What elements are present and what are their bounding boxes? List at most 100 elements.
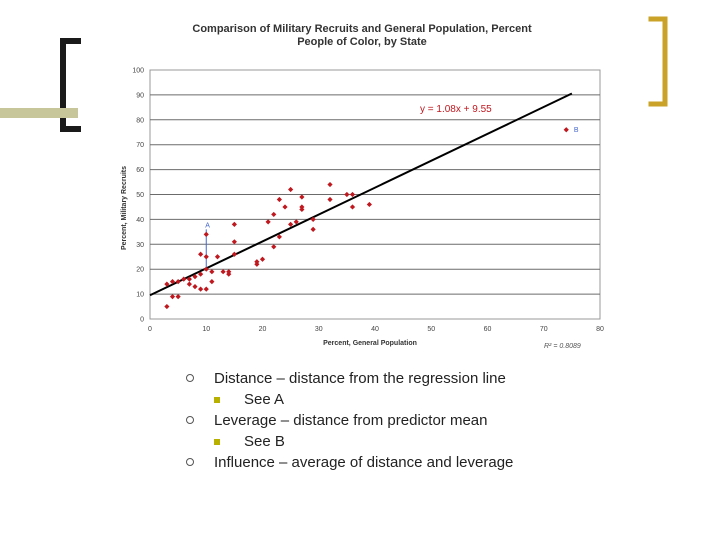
x-tick-label: 20 [259, 326, 267, 333]
y-axis-label: Percent, Military Recruits [121, 166, 128, 250]
square-bullet-icon [214, 439, 220, 445]
data-point [231, 221, 237, 227]
data-point [288, 221, 294, 227]
bullet-item-influence: Influence – average of distance and leve… [180, 452, 700, 473]
y-tick-label: 80 [136, 117, 144, 124]
sub-bullet-see-b: See B [180, 431, 700, 452]
data-point [169, 293, 176, 300]
data-point [192, 284, 198, 290]
y-tick-label: 50 [136, 192, 144, 199]
data-point [209, 269, 215, 275]
data-point [198, 286, 204, 292]
data-point [327, 181, 333, 188]
data-point [203, 231, 209, 237]
x-tick-label: 0 [148, 326, 152, 333]
sub-bullet-text: See A [244, 391, 285, 408]
y-tick-label: 0 [140, 317, 144, 324]
data-point [293, 219, 299, 225]
sub-bullet-text: See B [244, 433, 285, 450]
data-point [231, 251, 237, 257]
data-point [203, 266, 209, 272]
data-point [231, 239, 237, 245]
olive-accent-bar-left [0, 108, 78, 118]
bullet-item-distance: Distance – distance from the regression … [180, 368, 700, 389]
regression-line [149, 92, 573, 297]
data-point [192, 274, 198, 280]
data-point [259, 256, 266, 262]
y-tick-label: 70 [136, 142, 144, 149]
y-tick-label: 100 [132, 68, 144, 75]
data-point [288, 186, 294, 193]
annotation-a: A [205, 222, 210, 229]
scatter-chart: Comparison of Military Recruits and Gene… [121, 23, 604, 350]
data-point [214, 254, 221, 260]
data-point [203, 286, 209, 292]
x-tick-label: 70 [540, 326, 548, 333]
square-bullet-icon [214, 397, 220, 403]
data-point [563, 127, 569, 133]
x-axis-label: Percent, General Population [323, 340, 417, 347]
data-point [198, 251, 204, 257]
data-point [366, 201, 372, 208]
data-point [186, 276, 192, 282]
data-point [226, 271, 232, 277]
x-tick-label: 30 [315, 326, 323, 333]
y-tick-label: 20 [136, 267, 144, 274]
sub-bullet-see-a: See A [180, 389, 700, 410]
x-tick-label: 50 [427, 326, 435, 333]
bullet-text: Distance – distance from the regression … [214, 370, 506, 387]
x-tick-label: 80 [596, 326, 604, 333]
data-point [310, 216, 316, 222]
data-point [175, 279, 181, 285]
x-tick-label: 40 [371, 326, 379, 333]
data-point [276, 234, 282, 240]
data-point [299, 204, 305, 210]
data-point [181, 276, 187, 282]
bullet-text: Influence – average of distance and leve… [214, 454, 514, 471]
bullet-item-leverage: Leverage – distance from predictor mean [180, 410, 700, 431]
chart-title-line-1: Comparison of Military Recruits and Gene… [192, 23, 532, 35]
y-tick-label: 90 [136, 92, 144, 99]
chart-title-line-2: People of Color, by State [297, 36, 427, 48]
bullet-list: Distance – distance from the regression … [180, 368, 700, 473]
data-point [282, 204, 288, 210]
y-tick-label: 60 [136, 167, 144, 174]
x-tick-labels: 0 10 20 30 40 50 60 70 80 [148, 326, 604, 333]
data-point [271, 211, 277, 218]
x-tick-label: 10 [202, 326, 210, 333]
data-point [209, 279, 215, 285]
data-point [271, 244, 277, 250]
y-tick-label: 30 [136, 242, 144, 249]
ring-bullet-icon [186, 374, 194, 382]
regression-equation: y = 1.08x + 9.55 [420, 104, 492, 115]
annotation-b: B [574, 127, 579, 134]
ring-bullet-icon [186, 458, 194, 466]
data-point [265, 219, 271, 225]
y-tick-label: 40 [136, 217, 144, 224]
y-tick-labels: 0 10 20 30 40 50 60 70 80 90 100 [132, 68, 144, 324]
data-point [164, 303, 170, 310]
data-point [169, 279, 176, 285]
data-point [186, 281, 192, 287]
data-point [310, 226, 316, 232]
data-point [276, 196, 282, 203]
data-point [220, 269, 226, 275]
data-point [327, 196, 333, 203]
data-point [164, 281, 170, 287]
data-point [175, 293, 181, 300]
data-point [349, 204, 356, 210]
grid-lines [150, 94, 600, 295]
left-bracket-decoration [60, 38, 81, 132]
y-tick-label: 10 [136, 292, 144, 299]
right-bracket-decoration [648, 16, 668, 107]
x-tick-label: 60 [484, 326, 492, 333]
data-point [349, 191, 356, 198]
data-point [198, 271, 204, 277]
data-point [203, 254, 209, 260]
data-points [164, 127, 569, 310]
data-point [344, 191, 350, 198]
data-point [299, 194, 305, 200]
ring-bullet-icon [186, 416, 194, 424]
r-squared-label: R² = 0.8089 [544, 343, 581, 350]
bullet-text: Leverage – distance from predictor mean [214, 412, 488, 429]
